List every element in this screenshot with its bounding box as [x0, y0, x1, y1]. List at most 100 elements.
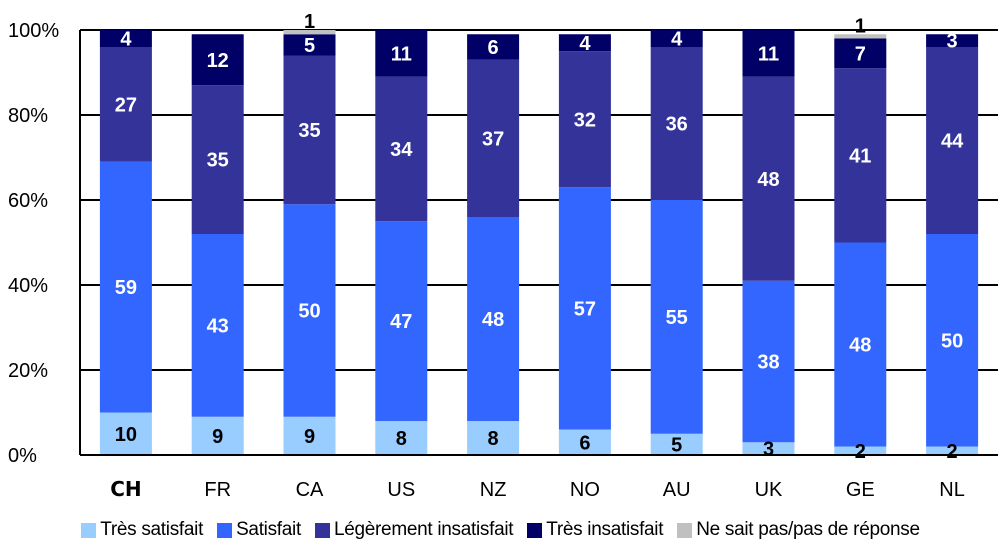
- bar-segment: [742, 76, 795, 281]
- bar-segment: [834, 242, 887, 447]
- bar-segment: [467, 217, 520, 421]
- legend-label: Ne sait pas/pas de réponse: [696, 519, 920, 540]
- data-labels: 1059274943351295035518473411848376657324…: [115, 11, 964, 463]
- bar-segment: [834, 38, 887, 69]
- legend: Très satisfait Satisfait Légèrement insati…: [0, 516, 1001, 544]
- bar-segment: [742, 442, 795, 455]
- y-axis-labels: 0% 20% 40% 60% 80% 100%: [8, 20, 59, 467]
- bar-segment: [283, 34, 336, 56]
- bar-segment: [375, 421, 428, 455]
- data-label: 3: [763, 439, 774, 461]
- y-tick-label: 60%: [8, 190, 48, 212]
- data-label: 12: [207, 50, 229, 72]
- bar-segment: [742, 30, 795, 77]
- data-label: 4: [120, 29, 132, 51]
- legend-item: Ne sait pas/pas de réponse: [677, 519, 920, 541]
- legend-label: Légèrement insatisfait: [333, 519, 514, 540]
- data-label: 5: [304, 35, 315, 57]
- y-tick-label: 40%: [8, 275, 48, 297]
- bar-group-nl: [926, 34, 979, 455]
- data-label: 7: [855, 43, 866, 65]
- bar-group-no: [558, 34, 611, 455]
- data-label: 8: [396, 428, 407, 450]
- bar-group-au: [650, 30, 703, 455]
- data-label: 57: [574, 298, 596, 320]
- bar-segment: [283, 204, 336, 417]
- x-tick-label: FR: [204, 479, 231, 501]
- data-label: 50: [298, 301, 320, 323]
- bar-segment: [926, 47, 979, 234]
- data-label: 4: [671, 29, 683, 51]
- data-label: 4: [579, 33, 591, 55]
- bar-group-us: [375, 30, 428, 455]
- bar-segment: [650, 30, 703, 47]
- data-label: 37: [482, 128, 504, 150]
- data-label: 59: [115, 277, 137, 299]
- data-label: 44: [941, 131, 964, 153]
- bar-segment: [558, 429, 611, 455]
- bar-group-fr: [191, 34, 244, 455]
- bar-group-ch: [99, 30, 152, 455]
- data-label: 47: [390, 311, 412, 333]
- bar-segment: [191, 234, 244, 417]
- bar-segment: [99, 47, 152, 162]
- x-axis-labels: CH FR CA US NZ NO AU UK GE NL: [110, 477, 965, 501]
- bar-segment: [742, 280, 795, 443]
- bar-segment: [375, 76, 428, 222]
- bar-group-ge: [834, 34, 887, 455]
- data-label: 6: [488, 37, 499, 59]
- bar-segment: [191, 416, 244, 455]
- bar-segment: [99, 30, 152, 47]
- data-label: 9: [304, 426, 315, 448]
- bar-segment: [375, 30, 428, 77]
- x-tick-label: GE: [846, 479, 875, 501]
- x-tick-label: NZ: [480, 479, 507, 501]
- x-tick-label: US: [387, 479, 415, 501]
- bar-segment: [650, 200, 703, 434]
- data-label: 27: [115, 94, 137, 116]
- data-label: 55: [666, 307, 688, 329]
- x-tick-label: AU: [663, 479, 691, 501]
- data-label: 3: [947, 31, 958, 53]
- legend-label: Très insatisfait: [546, 519, 664, 540]
- bar-segment: [99, 161, 152, 413]
- data-label: 48: [757, 169, 779, 191]
- data-label: 6: [579, 432, 590, 454]
- legend-swatch: [314, 522, 330, 538]
- bar-segment: [467, 421, 520, 455]
- data-label: 48: [849, 335, 871, 357]
- legend-item: Très satisfait: [81, 519, 203, 541]
- y-tick-label: 20%: [8, 360, 48, 382]
- bar-segment: [650, 47, 703, 200]
- x-tick-label: NL: [939, 479, 965, 501]
- data-label: 2: [855, 441, 866, 463]
- data-label: 48: [482, 309, 504, 331]
- data-label: 43: [207, 315, 229, 337]
- bar-segment: [558, 51, 611, 188]
- bar-group-nz: [467, 34, 520, 455]
- legend-swatch: [81, 522, 97, 538]
- bar-segment: [99, 412, 152, 455]
- data-label: 34: [390, 139, 413, 161]
- data-label: 32: [574, 109, 596, 131]
- data-label: 38: [757, 352, 779, 374]
- data-label: 50: [941, 330, 963, 352]
- data-label: 1: [855, 15, 866, 37]
- data-label: 35: [298, 120, 320, 142]
- data-label: 2: [947, 441, 958, 463]
- legend-item: Très insatisfait: [527, 519, 664, 541]
- legend-label: Très satisfait: [100, 519, 204, 540]
- bar-segment: [926, 446, 979, 455]
- x-tick-label: CH: [110, 477, 141, 501]
- bar-group-ca: [283, 30, 336, 455]
- data-label: 36: [666, 114, 688, 136]
- bar-group-uk: [742, 30, 795, 455]
- bar-segment: [558, 34, 611, 52]
- data-label: 11: [391, 43, 412, 65]
- data-label: 41: [849, 145, 871, 167]
- bar-segment: [283, 416, 336, 455]
- bar-segment: [558, 187, 611, 430]
- bar-segment: [467, 59, 520, 217]
- data-label: 5: [671, 434, 682, 456]
- data-label: 8: [488, 428, 499, 450]
